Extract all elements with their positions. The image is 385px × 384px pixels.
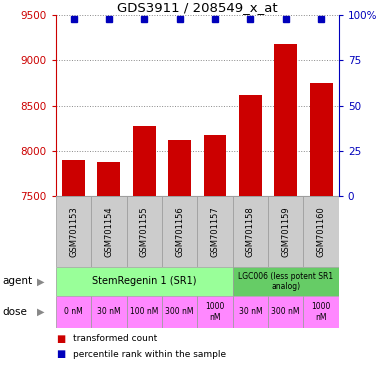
Text: 30 nM: 30 nM <box>97 308 121 316</box>
Bar <box>268 296 303 328</box>
Text: 1000
nM: 1000 nM <box>205 302 225 322</box>
Text: GSM701153: GSM701153 <box>69 206 78 257</box>
Text: 30 nM: 30 nM <box>239 308 262 316</box>
Bar <box>204 136 226 196</box>
Title: GDS3911 / 208549_x_at: GDS3911 / 208549_x_at <box>117 1 278 14</box>
Text: agent: agent <box>2 276 32 286</box>
Text: GSM701158: GSM701158 <box>246 206 255 257</box>
Bar <box>91 196 127 267</box>
Bar <box>133 126 156 196</box>
Text: ■: ■ <box>56 349 65 359</box>
Text: ▶: ▶ <box>37 276 44 286</box>
Text: ▶: ▶ <box>37 307 44 317</box>
Bar <box>62 160 85 196</box>
Text: 0 nM: 0 nM <box>64 308 83 316</box>
Text: transformed count: transformed count <box>73 334 157 343</box>
Text: 100 nM: 100 nM <box>130 308 159 316</box>
Bar <box>303 196 339 267</box>
Bar <box>162 196 197 267</box>
Bar <box>56 296 91 328</box>
Bar <box>274 44 297 196</box>
Bar <box>233 196 268 267</box>
Text: 300 nM: 300 nM <box>271 308 300 316</box>
Bar <box>162 296 197 328</box>
Bar <box>56 196 91 267</box>
Text: GSM701156: GSM701156 <box>175 206 184 257</box>
Bar <box>233 267 339 296</box>
Bar <box>127 196 162 267</box>
Bar <box>310 83 333 196</box>
Text: 300 nM: 300 nM <box>166 308 194 316</box>
Text: dose: dose <box>2 307 27 317</box>
Bar <box>268 196 303 267</box>
Bar <box>91 296 127 328</box>
Bar <box>197 196 233 267</box>
Bar <box>127 296 162 328</box>
Text: StemRegenin 1 (SR1): StemRegenin 1 (SR1) <box>92 276 196 286</box>
Text: GSM701154: GSM701154 <box>104 206 114 257</box>
Text: ■: ■ <box>56 334 65 344</box>
Bar <box>303 296 339 328</box>
Text: 1000
nM: 1000 nM <box>311 302 331 322</box>
Bar <box>56 267 233 296</box>
Bar <box>168 140 191 196</box>
Text: GSM701159: GSM701159 <box>281 206 290 257</box>
Text: percentile rank within the sample: percentile rank within the sample <box>73 350 226 359</box>
Text: LGC006 (less potent SR1
analog): LGC006 (less potent SR1 analog) <box>238 271 333 291</box>
Text: GSM701160: GSM701160 <box>316 206 326 257</box>
Text: GSM701155: GSM701155 <box>140 206 149 257</box>
Bar <box>97 162 121 196</box>
Text: GSM701157: GSM701157 <box>211 206 219 257</box>
Bar <box>197 296 233 328</box>
Bar <box>239 95 262 196</box>
Bar <box>233 296 268 328</box>
